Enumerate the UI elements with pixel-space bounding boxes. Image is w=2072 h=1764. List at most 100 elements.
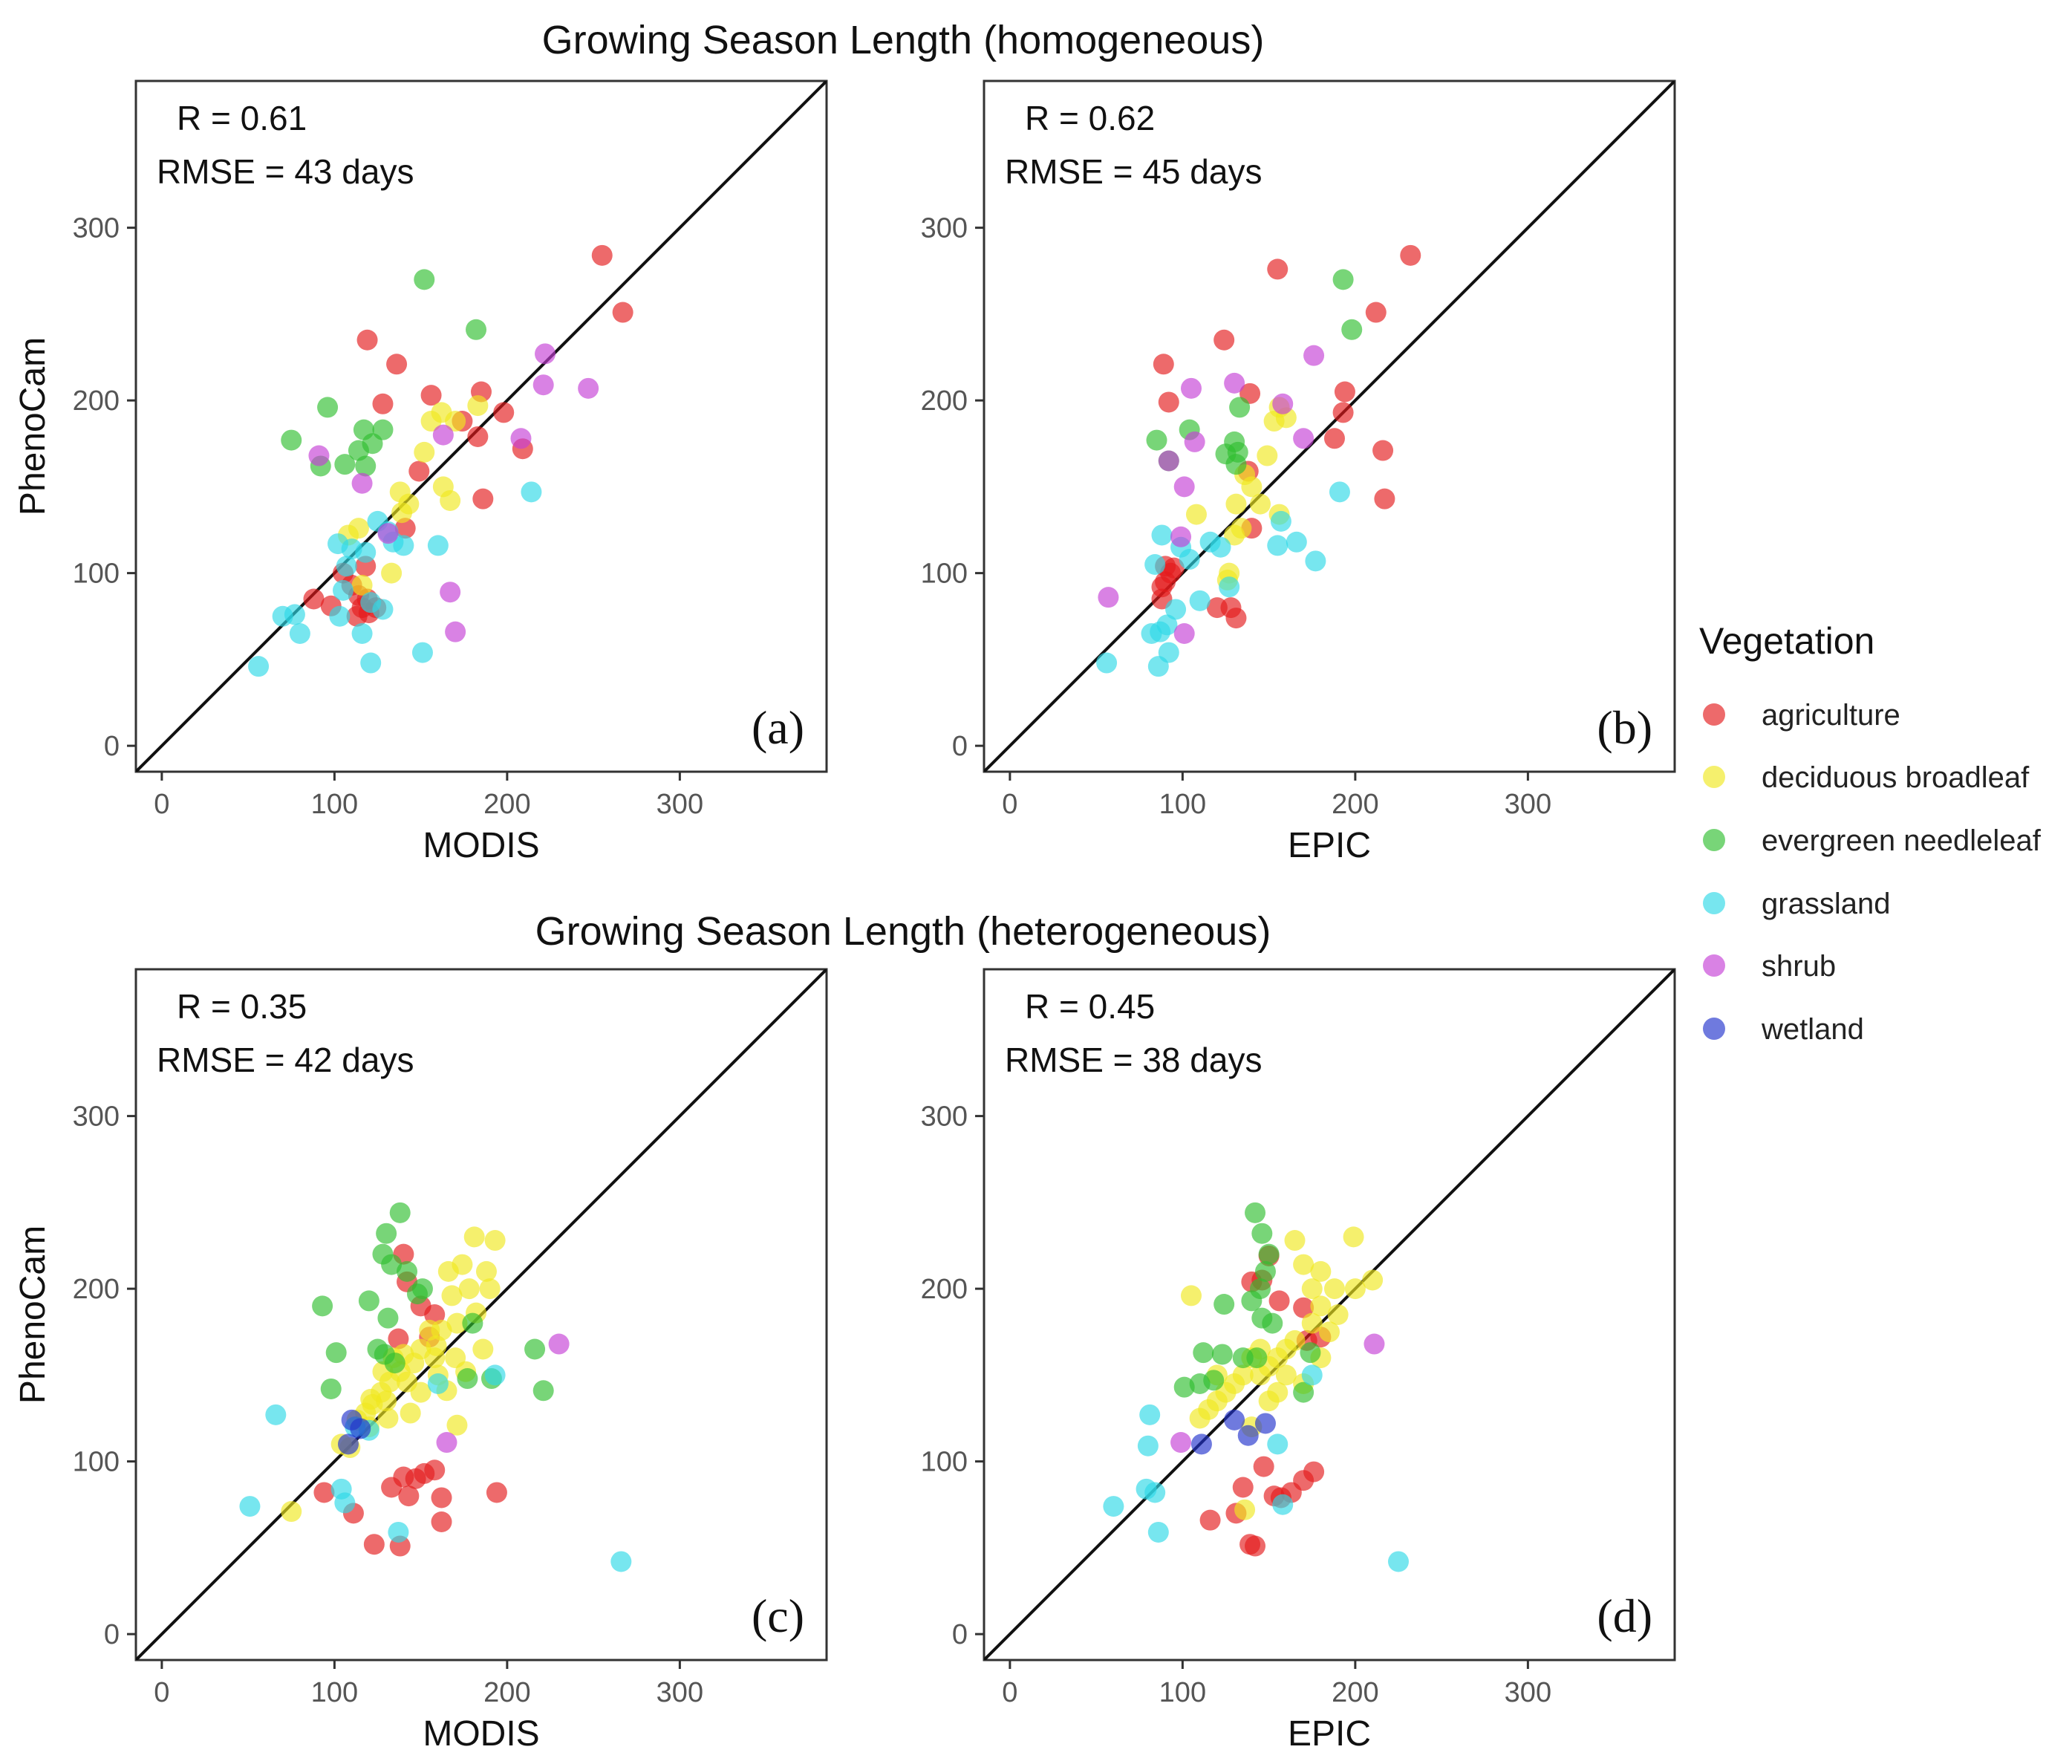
panel-label: (b) [1597, 701, 1652, 754]
panel-d: 0 0 100 100 200 200 300 300 EPIC R = 0.45 RMSE = 3… [921, 968, 1676, 1754]
data-point-grassland [248, 656, 270, 677]
data-point-evergreen-needleleaf [1251, 1223, 1273, 1244]
data-point-grassland [1096, 652, 1118, 674]
legend-label-deciduous-broadleaf: deciduous broadleaf [1762, 761, 2030, 794]
data-point-evergreen-needleleaf [389, 1202, 411, 1223]
data-point-agriculture [486, 1482, 507, 1503]
data-point-evergreen-needleleaf [414, 269, 435, 290]
data-point-grassland [1210, 536, 1231, 558]
data-point-evergreen-needleleaf [1341, 319, 1363, 340]
data-point-deciduous-broadleaf [1362, 1269, 1384, 1291]
data-point-deciduous-broadleaf [440, 489, 461, 511]
data-point-agriculture [1225, 608, 1247, 629]
data-point-evergreen-needleleaf [377, 1307, 399, 1329]
data-point-deciduous-broadleaf [1234, 1499, 1256, 1520]
data-point-grassland [521, 481, 542, 503]
data-point-agriculture [381, 1477, 403, 1498]
panel-frame [134, 79, 828, 773]
y-tick-label: 0 [104, 1619, 120, 1650]
data-point-agriculture [398, 1485, 420, 1507]
data-point-deciduous-broadleaf [1323, 1278, 1345, 1300]
data-point-agriculture [1158, 391, 1179, 413]
legend-item-evergreen-needleleaf: evergreen needleleaf [1703, 824, 2042, 857]
data-point-grassland [1150, 621, 1171, 642]
data-point-agriculture [591, 244, 613, 266]
data-point-evergreen-needleleaf [1241, 1290, 1263, 1312]
data-point-evergreen-needleleaf [397, 1260, 418, 1282]
data-point-agriculture [394, 518, 416, 539]
data-point-deciduous-broadleaf [446, 1312, 468, 1334]
data-point-shrub [1184, 431, 1205, 452]
data-point-evergreen-needleleaf [1258, 1243, 1280, 1265]
data-point-deciduous-broadleaf [437, 1260, 459, 1282]
data-point-shrub [1364, 1333, 1385, 1355]
data-point-deciduous-broadleaf [458, 1278, 480, 1300]
legend-item-agriculture: agriculture [1703, 699, 1900, 732]
y-axis-title: PhenoCam [13, 337, 53, 515]
title-heterogeneous: Growing Season Length (heterogeneous) [535, 909, 1271, 954]
panel-b: 0 0 100 100 200 200 300 300 EPIC R = 0.62 RMSE = 4… [921, 79, 1676, 865]
y-tick-label: 0 [952, 1619, 968, 1650]
r-value: R = 0.61 [177, 99, 307, 137]
data-point-agriculture [1400, 244, 1421, 266]
data-point-deciduous-broadleaf [1310, 1260, 1332, 1282]
data-point-shrub [510, 428, 532, 449]
legend-label-agriculture: agriculture [1762, 699, 1900, 732]
data-point-deciduous-broadleaf [424, 1347, 446, 1369]
data-point-evergreen-needleleaf [281, 429, 302, 451]
x-tick-label: 200 [483, 1677, 530, 1708]
legend-label-grassland: grassland [1762, 888, 1890, 920]
data-point-deciduous-broadleaf [1189, 1407, 1211, 1429]
data-point-shrub [1098, 587, 1119, 608]
x-tick-label: 200 [1332, 1677, 1378, 1708]
legend-item-deciduous-broadleaf: deciduous broadleaf [1703, 761, 2030, 794]
panel-a: 0 0 100 100 200 200 300 300 MODIS PhenoCam R = 0.6… [13, 79, 828, 865]
data-point-deciduous-broadleaf [281, 1501, 302, 1523]
data-point-deciduous-broadleaf [1241, 476, 1263, 498]
data-point-shrub [308, 445, 330, 466]
data-point-wetland [1224, 1409, 1245, 1431]
data-point-grassland [1165, 599, 1187, 620]
data-point-evergreen-needleleaf [362, 433, 383, 455]
x-axis-title: EPIC [1288, 1714, 1371, 1754]
data-point-agriculture [493, 402, 515, 423]
panel-c: 0 0 100 100 200 200 300 300 MODIS PhenoCam R = 0.3… [13, 968, 828, 1754]
legend-swatch-deciduous-broadleaf [1703, 766, 1725, 788]
data-point-deciduous-broadleaf [419, 1319, 440, 1341]
data-point-deciduous-broadleaf [441, 1285, 463, 1306]
data-point-agriculture [1293, 1297, 1314, 1318]
y-tick-label: 200 [921, 385, 968, 417]
y-tick-label: 300 [73, 1101, 120, 1133]
x-axis-title: MODIS [423, 1714, 539, 1754]
r-value: R = 0.35 [177, 987, 307, 1026]
data-point-evergreen-needleleaf [1300, 1342, 1321, 1364]
data-point-deciduous-broadleaf [472, 1338, 494, 1360]
data-point-agriculture [386, 354, 408, 375]
data-point-shrub [1293, 428, 1314, 449]
legend-item-shrub: shrub [1703, 950, 1836, 983]
x-tick-label: 100 [311, 789, 358, 820]
data-point-grassland [351, 623, 373, 644]
data-point-grassland [1301, 1364, 1323, 1386]
data-point-grassland [1267, 535, 1289, 556]
data-point-grassland [360, 652, 382, 674]
data-point-agriculture [1232, 1477, 1254, 1498]
data-point-shrub [1170, 1432, 1192, 1454]
data-point-evergreen-needleleaf [1332, 269, 1354, 290]
data-point-evergreen-needleleaf [1293, 1381, 1314, 1403]
data-point-deciduous-broadleaf [420, 411, 442, 432]
one-to-one-line [136, 81, 827, 772]
data-point-agriculture [431, 1511, 452, 1532]
data-point-agriculture [313, 1482, 335, 1503]
legend-item-grassland: grassland [1703, 888, 1890, 920]
data-point-agriculture [1365, 302, 1387, 323]
data-point-grassland [427, 535, 449, 556]
data-point-agriculture [472, 488, 494, 510]
panel-frame [983, 968, 1676, 1662]
x-tick-label: 100 [1159, 1677, 1206, 1708]
legend-label-wetland: wetland [1761, 1013, 1864, 1046]
data-point-shrub [351, 472, 373, 494]
data-point-deciduous-broadleaf [1301, 1278, 1323, 1300]
y-tick-label: 200 [73, 385, 120, 417]
data-point-evergreen-needleleaf [1193, 1342, 1214, 1364]
